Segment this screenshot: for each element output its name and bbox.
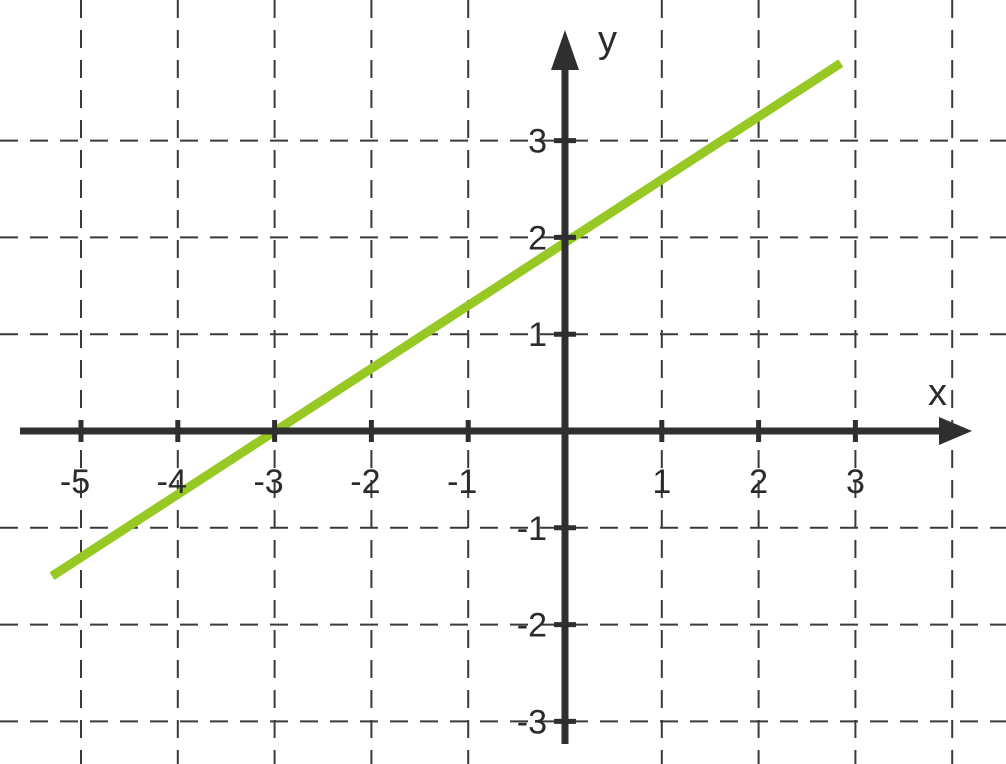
x-tick-label: 2 <box>749 463 768 501</box>
x-tick-label: -5 <box>60 463 90 501</box>
axes <box>20 30 972 744</box>
x-axis-arrow-icon <box>939 417 972 445</box>
x-tick-label: 1 <box>652 463 671 501</box>
x-tick-label: -3 <box>253 463 283 501</box>
y-tick-label: -3 <box>517 703 547 741</box>
x-tick-label: 3 <box>846 463 865 501</box>
x-tick-label: -2 <box>350 463 380 501</box>
y-tick-label: 1 <box>528 316 547 354</box>
series-layer <box>49 59 844 580</box>
series-line-0 <box>49 59 844 580</box>
ticks: -5 -4 -3 -2 -1 1 2 3 -3 -2 -1 1 2 3 <box>60 123 865 742</box>
y-axis-arrow-icon <box>551 30 579 70</box>
y-tick-label: -2 <box>517 607 547 645</box>
y-axis-title: y <box>598 19 617 61</box>
y-tick-label: 2 <box>528 219 547 257</box>
y-tick-label: -1 <box>517 510 547 548</box>
y-tick-label: 3 <box>528 123 547 161</box>
x-tick-label: -4 <box>157 463 187 501</box>
x-tick-label: -1 <box>447 463 477 501</box>
x-axis-title: x <box>928 372 947 414</box>
